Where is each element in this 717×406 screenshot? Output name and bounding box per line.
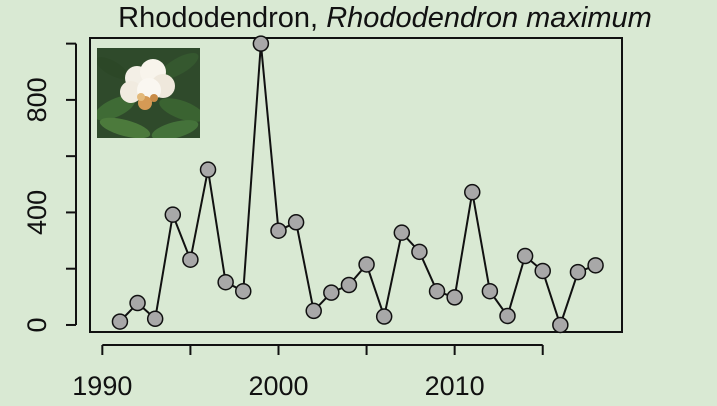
- rhododendron-flower-photo: [97, 48, 200, 138]
- data-point: [287, 214, 305, 231]
- chart-title: Rhododendron, Rhododendron maximum: [0, 2, 717, 35]
- data-point: [252, 35, 270, 52]
- data-point: [235, 282, 252, 300]
- data-point: [199, 161, 217, 178]
- data-point: [393, 224, 411, 241]
- data-point: [305, 302, 322, 320]
- y-tick-label: 400: [22, 190, 52, 235]
- y-tick-label: 800: [22, 77, 52, 122]
- title-scientific-name: Rhododendron maximum: [326, 2, 652, 34]
- data-point: [587, 257, 604, 274]
- y-axis: 0 400 800: [22, 42, 77, 332]
- series-line: [119, 43, 596, 329]
- plot-frame: [89, 37, 623, 333]
- data-point: [340, 276, 358, 294]
- x-tick-label: 2000: [248, 371, 308, 401]
- data-point: [111, 313, 129, 330]
- y-tick-label: 0: [22, 317, 52, 332]
- series-points: [111, 35, 604, 334]
- x-tick-label: 1990: [72, 371, 132, 401]
- data-point: [499, 307, 516, 325]
- data-point: [323, 284, 340, 301]
- data-point: [569, 263, 587, 281]
- data-point: [217, 273, 234, 291]
- data-point: [358, 256, 375, 273]
- data-point: [270, 222, 287, 239]
- data-point: [446, 289, 463, 306]
- data-point: [146, 310, 164, 328]
- data-point: [552, 316, 569, 334]
- data-point: [164, 206, 182, 223]
- data-point: [534, 262, 551, 280]
- x-tick-label: 2010: [425, 371, 485, 401]
- title-common-name: Rhododendron,: [118, 2, 319, 34]
- x-axis: 1990 2000 2010: [72, 344, 544, 401]
- data-point: [516, 247, 534, 265]
- data-point: [375, 308, 393, 325]
- data-point: [464, 183, 481, 201]
- data-point: [129, 294, 146, 312]
- data-point: [411, 243, 428, 261]
- series-path: [119, 43, 596, 329]
- data-point: [428, 282, 446, 300]
- data-point: [182, 251, 199, 268]
- data-point: [481, 282, 499, 300]
